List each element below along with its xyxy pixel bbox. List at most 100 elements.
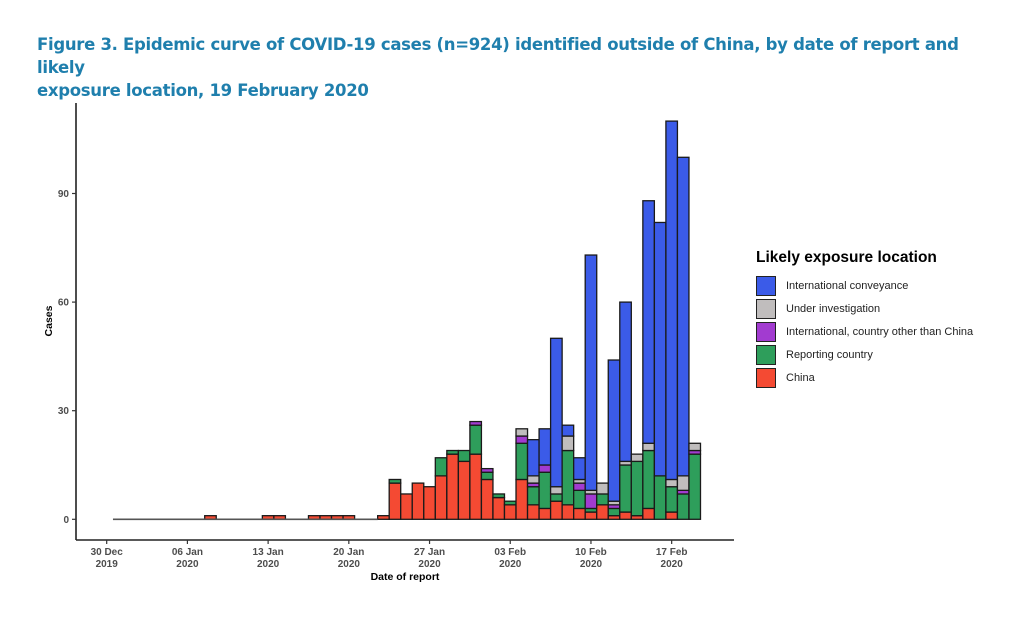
bar-segment-reporting-country [515, 442, 529, 481]
bar-segment-under-investigation [642, 442, 656, 452]
bar-segment-reporting-country [688, 453, 702, 520]
bar-segment-china [469, 453, 483, 520]
x-tick-label-year: 2020 [257, 559, 280, 570]
x-tick-label: 20 Jan [333, 547, 364, 558]
bar-segment-reporting-country [434, 457, 448, 477]
x-tick-label: 13 Jan [253, 547, 284, 558]
bar-segment-china [480, 478, 494, 520]
bar-segment-under-investigation [549, 486, 563, 495]
bar-stack [573, 457, 586, 520]
y-ticks: 0 30 60 90 [58, 189, 76, 526]
legend-label: International, country other than China [786, 325, 974, 338]
x-tick-label: 17 Feb [656, 547, 688, 558]
x-tick-label-year: 2019 [96, 559, 119, 570]
bar-segment-international-country-other-than-china [573, 482, 586, 491]
bar-segment-china [596, 504, 609, 520]
bar-segment-international-conveyance [653, 221, 667, 477]
bar-stack [377, 515, 390, 520]
bar-segment-international-conveyance [619, 301, 632, 463]
legend-swatch [756, 275, 776, 296]
bar-segment-reporting-country [503, 500, 517, 506]
bar-stack [653, 221, 667, 520]
bar-segment-under-investigation [665, 478, 679, 488]
bar-segment-international-country-other-than-china [515, 435, 529, 444]
bar-segment-china [515, 478, 529, 520]
bar-stack [630, 453, 644, 520]
y-axis-title: Cases [43, 305, 55, 336]
bar-segment-international-country-other-than-china [584, 493, 598, 510]
x-tick-label-year: 2020 [176, 559, 199, 570]
bar-segment-reporting-country [526, 486, 540, 506]
bar-segment-reporting-country [469, 424, 483, 455]
bar-segment-under-investigation [526, 475, 540, 484]
bar-segment-reporting-country [457, 449, 471, 463]
bar-stack [457, 449, 471, 520]
bar-segment-reporting-country [630, 460, 644, 517]
bar-segment-reporting-country [642, 449, 656, 510]
bar-stack [561, 424, 575, 520]
bar-segment-china [584, 511, 598, 520]
figure-title-line-2: exposure location, 19 February 2020 [37, 81, 369, 100]
legend-item-china: China [756, 366, 973, 389]
bar-segment-china [388, 482, 402, 520]
figure-title: Figure 3. Epidemic curve of COVID-19 cas… [37, 33, 997, 102]
bar-segment-reporting-country [607, 507, 621, 517]
bar-segment-under-investigation [515, 428, 529, 437]
bar-stack [446, 449, 460, 520]
legend-label: China [786, 371, 815, 384]
bar-stack [526, 439, 540, 520]
bars-layer [204, 120, 702, 520]
bar-segment-china [434, 475, 448, 520]
bar-segment-international-conveyance [526, 439, 540, 477]
legend: Likely exposure location International c… [756, 249, 973, 389]
bar-segment-international-country-other-than-china [469, 420, 483, 426]
bar-segment-reporting-country [596, 493, 609, 506]
bar-stack [549, 337, 563, 520]
bar-segment-china [573, 507, 586, 520]
x-tick-label-year: 2020 [418, 559, 441, 570]
bar-segment-china [400, 493, 413, 520]
bar-segment-under-investigation [688, 442, 702, 452]
x-tick-label-year: 2020 [499, 559, 522, 570]
bar-segment-china [538, 507, 552, 520]
bar-segment-reporting-country [619, 464, 632, 513]
figure-title-line-1: Figure 3. Epidemic curve of COVID-19 cas… [37, 35, 959, 77]
bar-stack [423, 486, 436, 520]
legend-swatch [756, 344, 776, 365]
bar-segment-reporting-country [388, 478, 402, 484]
bar-stack [469, 420, 483, 520]
bar-segment-china [377, 515, 390, 520]
bar-segment-under-investigation [630, 453, 644, 463]
x-tick-label: 30 Dec [91, 547, 124, 558]
bar-segment-reporting-country [573, 489, 586, 510]
bar-segment-international-conveyance [573, 457, 586, 481]
legend-item-reporting-country: Reporting country [756, 343, 973, 366]
bar-segment-international-conveyance [642, 200, 656, 444]
legend-swatch [756, 367, 776, 388]
bar-segment-china [457, 460, 471, 520]
bar-segment-china [665, 511, 679, 520]
x-tick-label-year: 2020 [580, 559, 603, 570]
bar-stack [688, 442, 702, 520]
bar-segment-international-conveyance [584, 254, 598, 491]
bar-segment-international-country-other-than-china [538, 464, 552, 473]
bar-segment-china [492, 496, 506, 520]
bar-stack [492, 493, 506, 520]
bar-segment-international-conveyance [665, 120, 679, 481]
bar-segment-china [561, 504, 575, 520]
bar-segment-reporting-country [561, 449, 575, 506]
legend-label: Reporting country [786, 348, 873, 361]
legend-item-international-country-other-than-china: International, country other than China [756, 320, 973, 343]
legend-item-international-conveyance: International conveyance [756, 274, 973, 297]
bar-segment-under-investigation [561, 435, 575, 452]
bar-segment-international-conveyance [607, 359, 621, 502]
bar-segment-reporting-country [446, 449, 460, 455]
x-tick-label: 10 Feb [575, 547, 607, 558]
bar-segment-reporting-country [480, 471, 494, 481]
legend-swatch [756, 298, 776, 319]
bar-segment-reporting-country [676, 493, 690, 520]
bar-stack [503, 500, 517, 520]
bar-segment-international-conveyance [538, 428, 552, 466]
bar-segment-international-conveyance [676, 156, 690, 477]
